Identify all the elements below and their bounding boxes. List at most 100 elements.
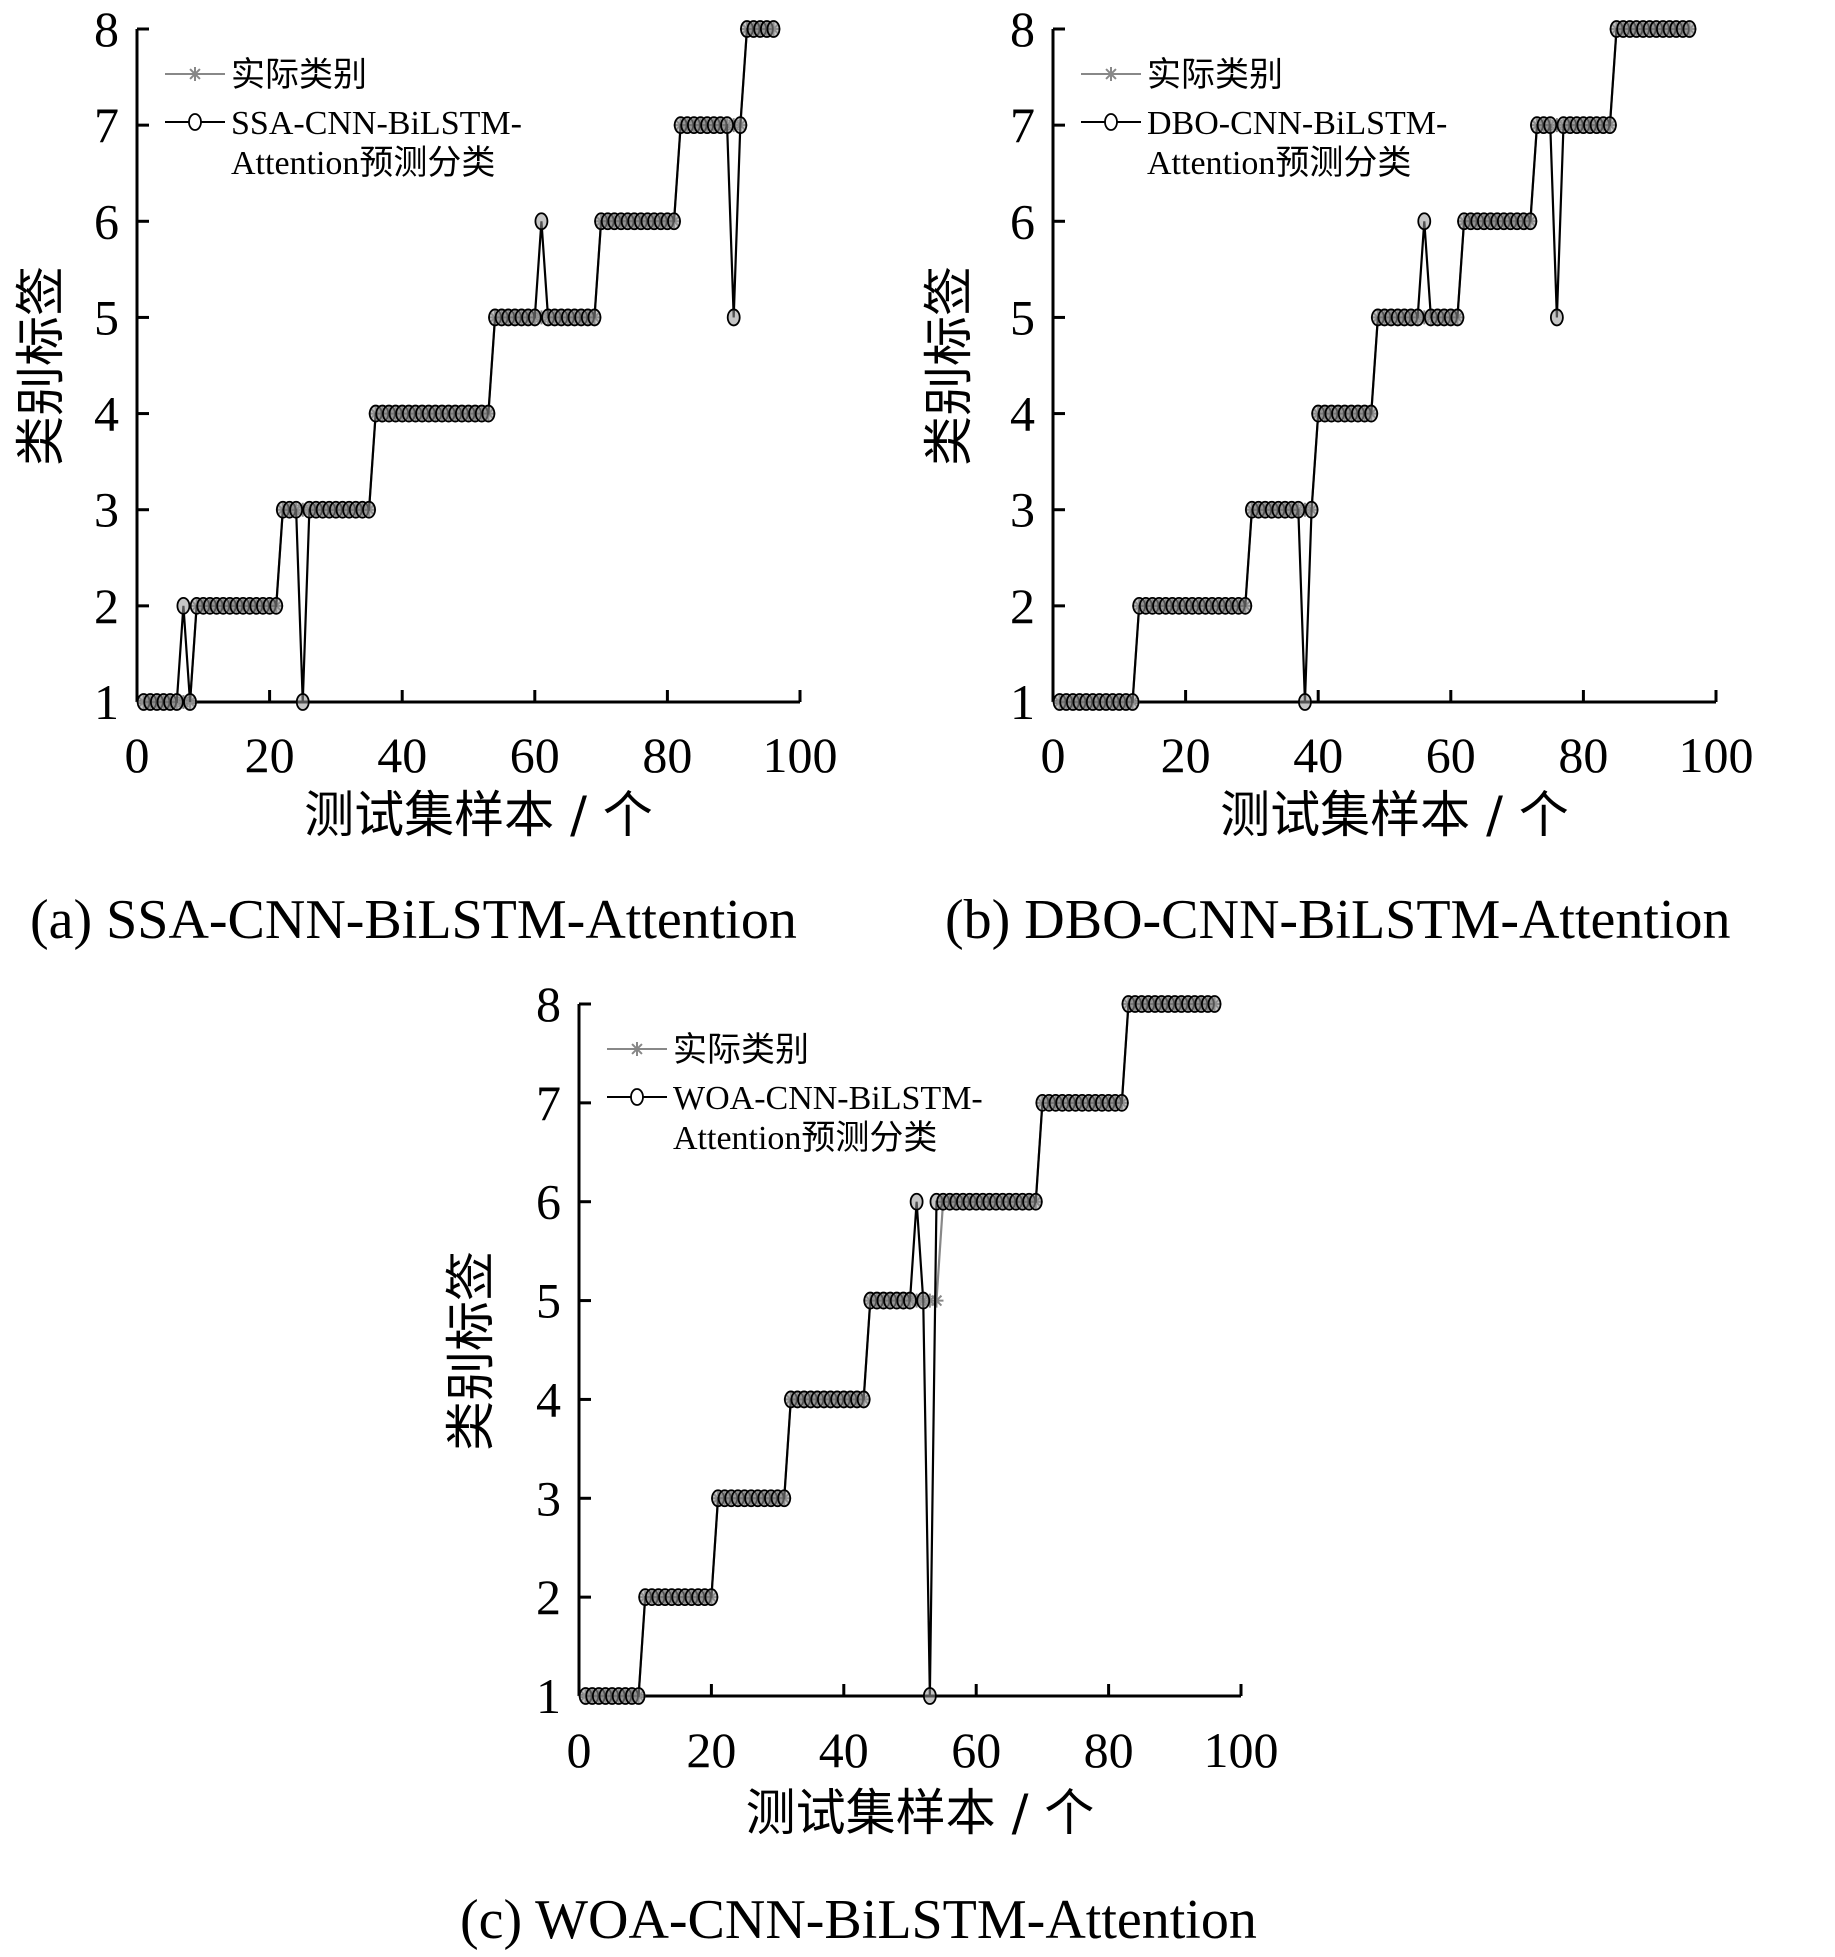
legend-label-predicted: Attention预测分类 (1147, 144, 1411, 182)
y-tick-label: 7 (94, 97, 119, 153)
caption-c: (c) WOA-CNN-BiLSTM-Attention (460, 1889, 1257, 1951)
y-tick-label: 8 (1010, 1, 1035, 57)
predicted-point (1417, 212, 1432, 231)
y-tick-label: 7 (536, 1075, 561, 1131)
legend-star-icon (188, 67, 202, 81)
panel-c: (c) WOA-CNN-BiLSTM-Attention 0 20 40 60 80 10… (442, 976, 1279, 1951)
x-tick-label: 80 (642, 727, 692, 783)
predicted-point (903, 1291, 917, 1310)
x-tick-label: 100 (763, 727, 838, 783)
predicted-point (777, 1489, 792, 1508)
predicted-point (1298, 693, 1312, 711)
x-tick-label: 0 (1041, 727, 1066, 783)
predicted-point (527, 308, 542, 327)
x-tick-label: 80 (1558, 727, 1608, 783)
y-tick-label: 2 (1010, 578, 1035, 634)
predicted-point (1364, 404, 1379, 423)
legend-label-predicted: WOA-CNN-BiLSTM- (673, 1080, 983, 1117)
y-tick-label: 1 (536, 1668, 561, 1724)
predicted-point (1450, 308, 1465, 327)
predicted-point (1682, 20, 1697, 38)
predicted-point (169, 693, 184, 711)
predicted-point (1549, 308, 1564, 327)
x-tick-label: 60 (1426, 727, 1476, 783)
legend-circle-icon (188, 113, 202, 131)
y-tick-label: 7 (1010, 97, 1035, 153)
predicted-point (1543, 116, 1558, 135)
x-tick-label: 40 (377, 727, 427, 783)
predicted-point (766, 20, 781, 38)
panel-b: (b) DBO-CNN-BiLSTM-Attention 0 20 40 60 80 10… (920, 1, 1754, 951)
caption-a: (a) SSA-CNN-BiLSTM-Attention (30, 889, 797, 951)
caption-b: (b) DBO-CNN-BiLSTM-Attention (945, 889, 1731, 951)
predicted-point (269, 596, 284, 615)
x-tick-label: 20 (1161, 727, 1211, 783)
legend-star-icon (630, 1042, 644, 1056)
predicted-point (1304, 500, 1319, 519)
x-axis-title: 测试集样本 / 个 (1220, 786, 1569, 844)
predicted-point (1238, 596, 1253, 615)
y-tick-label: 3 (1010, 482, 1035, 538)
x-tick-label: 100 (1204, 1722, 1279, 1778)
y-axis-title: 类别标签 (12, 266, 70, 466)
legend-label-actual: 实际类别 (1147, 55, 1283, 95)
predicted-point (704, 1588, 719, 1607)
y-tick-label: 4 (536, 1371, 561, 1427)
predicted-point (362, 500, 376, 519)
predicted-point (726, 308, 741, 327)
predicted-point (1410, 308, 1425, 327)
legend-label-predicted: Attention预测分类 (673, 1119, 937, 1157)
y-tick-label: 6 (94, 193, 119, 249)
predicted-point (916, 1291, 931, 1310)
x-tick-label: 40 (1293, 727, 1343, 783)
predicted-point (1114, 1093, 1129, 1112)
predicted-point (667, 212, 681, 231)
predicted-point (481, 404, 496, 423)
y-tick-label: 8 (536, 976, 561, 1032)
predicted-point (631, 1687, 646, 1705)
predicted-point (295, 693, 310, 711)
y-tick-label: 5 (536, 1273, 561, 1329)
legend-label-actual: 实际类别 (673, 1030, 809, 1070)
predicted-point (1028, 1192, 1043, 1211)
y-tick-label: 2 (536, 1569, 561, 1625)
predicted-point (1125, 693, 1140, 711)
y-tick-label: 3 (94, 482, 119, 538)
predicted-point (289, 500, 304, 519)
y-tick-label: 2 (94, 578, 119, 634)
x-tick-label: 20 (245, 727, 295, 783)
panel-a: (a) SSA-CNN-BiLSTM-Attention 0 20 40 60 80 10… (12, 1, 838, 951)
legend-star-icon (1104, 67, 1118, 81)
predicted-point (176, 596, 191, 615)
predicted-point (856, 1390, 871, 1409)
x-tick-label: 100 (1679, 727, 1754, 783)
actual-point (929, 1293, 944, 1308)
predicted-point (1291, 500, 1306, 519)
x-tick-label: 60 (510, 727, 560, 783)
predicted-point (733, 116, 748, 135)
y-tick-label: 4 (1010, 386, 1035, 442)
y-tick-label: 5 (94, 289, 119, 345)
legend-label-predicted: DBO-CNN-BiLSTM- (1147, 105, 1447, 142)
y-tick-label: 5 (1010, 289, 1035, 345)
x-tick-label: 0 (567, 1722, 592, 1778)
predicted-point (1207, 995, 1222, 1013)
y-axis-title: 类别标签 (442, 1251, 500, 1451)
legend-circle-icon (630, 1088, 644, 1106)
predicted-point (183, 693, 197, 711)
x-axis-title: 测试集样本 / 个 (304, 786, 653, 844)
predicted-point (534, 212, 549, 231)
y-tick-label: 6 (1010, 193, 1035, 249)
predicted-point (922, 1687, 937, 1705)
x-tick-label: 60 (951, 1722, 1001, 1778)
predicted-point (909, 1192, 924, 1211)
legend-label-predicted: Attention预测分类 (231, 144, 495, 182)
x-tick-label: 40 (819, 1722, 869, 1778)
legend-label-actual: 实际类别 (231, 55, 367, 95)
y-tick-label: 1 (1010, 674, 1035, 730)
legend-circle-icon (1104, 113, 1118, 131)
y-tick-label: 1 (94, 674, 119, 730)
y-tick-label: 8 (94, 1, 119, 57)
predicted-point (1523, 212, 1538, 231)
